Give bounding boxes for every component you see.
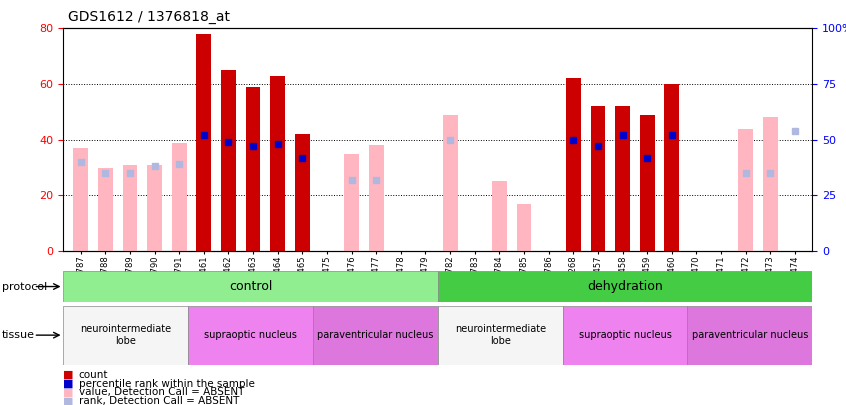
- Bar: [640, 115, 655, 251]
- Bar: [147, 165, 162, 251]
- Bar: [563, 306, 687, 364]
- Text: protocol: protocol: [2, 281, 47, 292]
- Bar: [517, 204, 531, 251]
- Bar: [245, 87, 261, 251]
- Text: ■: ■: [63, 379, 74, 388]
- Bar: [271, 76, 285, 251]
- Text: paraventricular nucleus: paraventricular nucleus: [317, 330, 434, 340]
- Bar: [492, 181, 507, 251]
- Text: neurointermediate
lobe: neurointermediate lobe: [80, 324, 172, 346]
- Text: dehydration: dehydration: [587, 280, 663, 293]
- Bar: [172, 143, 187, 251]
- Text: rank, Detection Call = ABSENT: rank, Detection Call = ABSENT: [79, 396, 239, 405]
- Text: paraventricular nucleus: paraventricular nucleus: [691, 330, 808, 340]
- Bar: [437, 306, 563, 364]
- Text: supraoptic nucleus: supraoptic nucleus: [579, 330, 672, 340]
- Text: neurointermediate
lobe: neurointermediate lobe: [454, 324, 546, 346]
- Bar: [739, 129, 753, 251]
- Text: ■: ■: [63, 388, 74, 397]
- Bar: [566, 79, 580, 251]
- Bar: [442, 115, 458, 251]
- Bar: [188, 306, 313, 364]
- Text: supraoptic nucleus: supraoptic nucleus: [204, 330, 297, 340]
- Bar: [221, 70, 236, 251]
- Bar: [74, 148, 88, 251]
- Bar: [687, 306, 812, 364]
- Text: control: control: [229, 280, 272, 293]
- Text: tissue: tissue: [2, 330, 35, 340]
- Text: percentile rank within the sample: percentile rank within the sample: [79, 379, 255, 388]
- Bar: [369, 145, 383, 251]
- Bar: [63, 271, 437, 302]
- Bar: [295, 134, 310, 251]
- Bar: [63, 306, 188, 364]
- Bar: [763, 117, 777, 251]
- Bar: [196, 34, 212, 251]
- Bar: [123, 165, 137, 251]
- Bar: [313, 306, 437, 364]
- Text: count: count: [79, 370, 108, 379]
- Bar: [344, 153, 359, 251]
- Text: ■: ■: [63, 370, 74, 379]
- Bar: [98, 168, 113, 251]
- Bar: [591, 107, 605, 251]
- Text: value, Detection Call = ABSENT: value, Detection Call = ABSENT: [79, 388, 244, 397]
- Bar: [437, 271, 812, 302]
- Bar: [664, 84, 679, 251]
- Text: GDS1612 / 1376818_at: GDS1612 / 1376818_at: [68, 10, 229, 24]
- Bar: [615, 107, 630, 251]
- Text: ■: ■: [63, 396, 74, 405]
